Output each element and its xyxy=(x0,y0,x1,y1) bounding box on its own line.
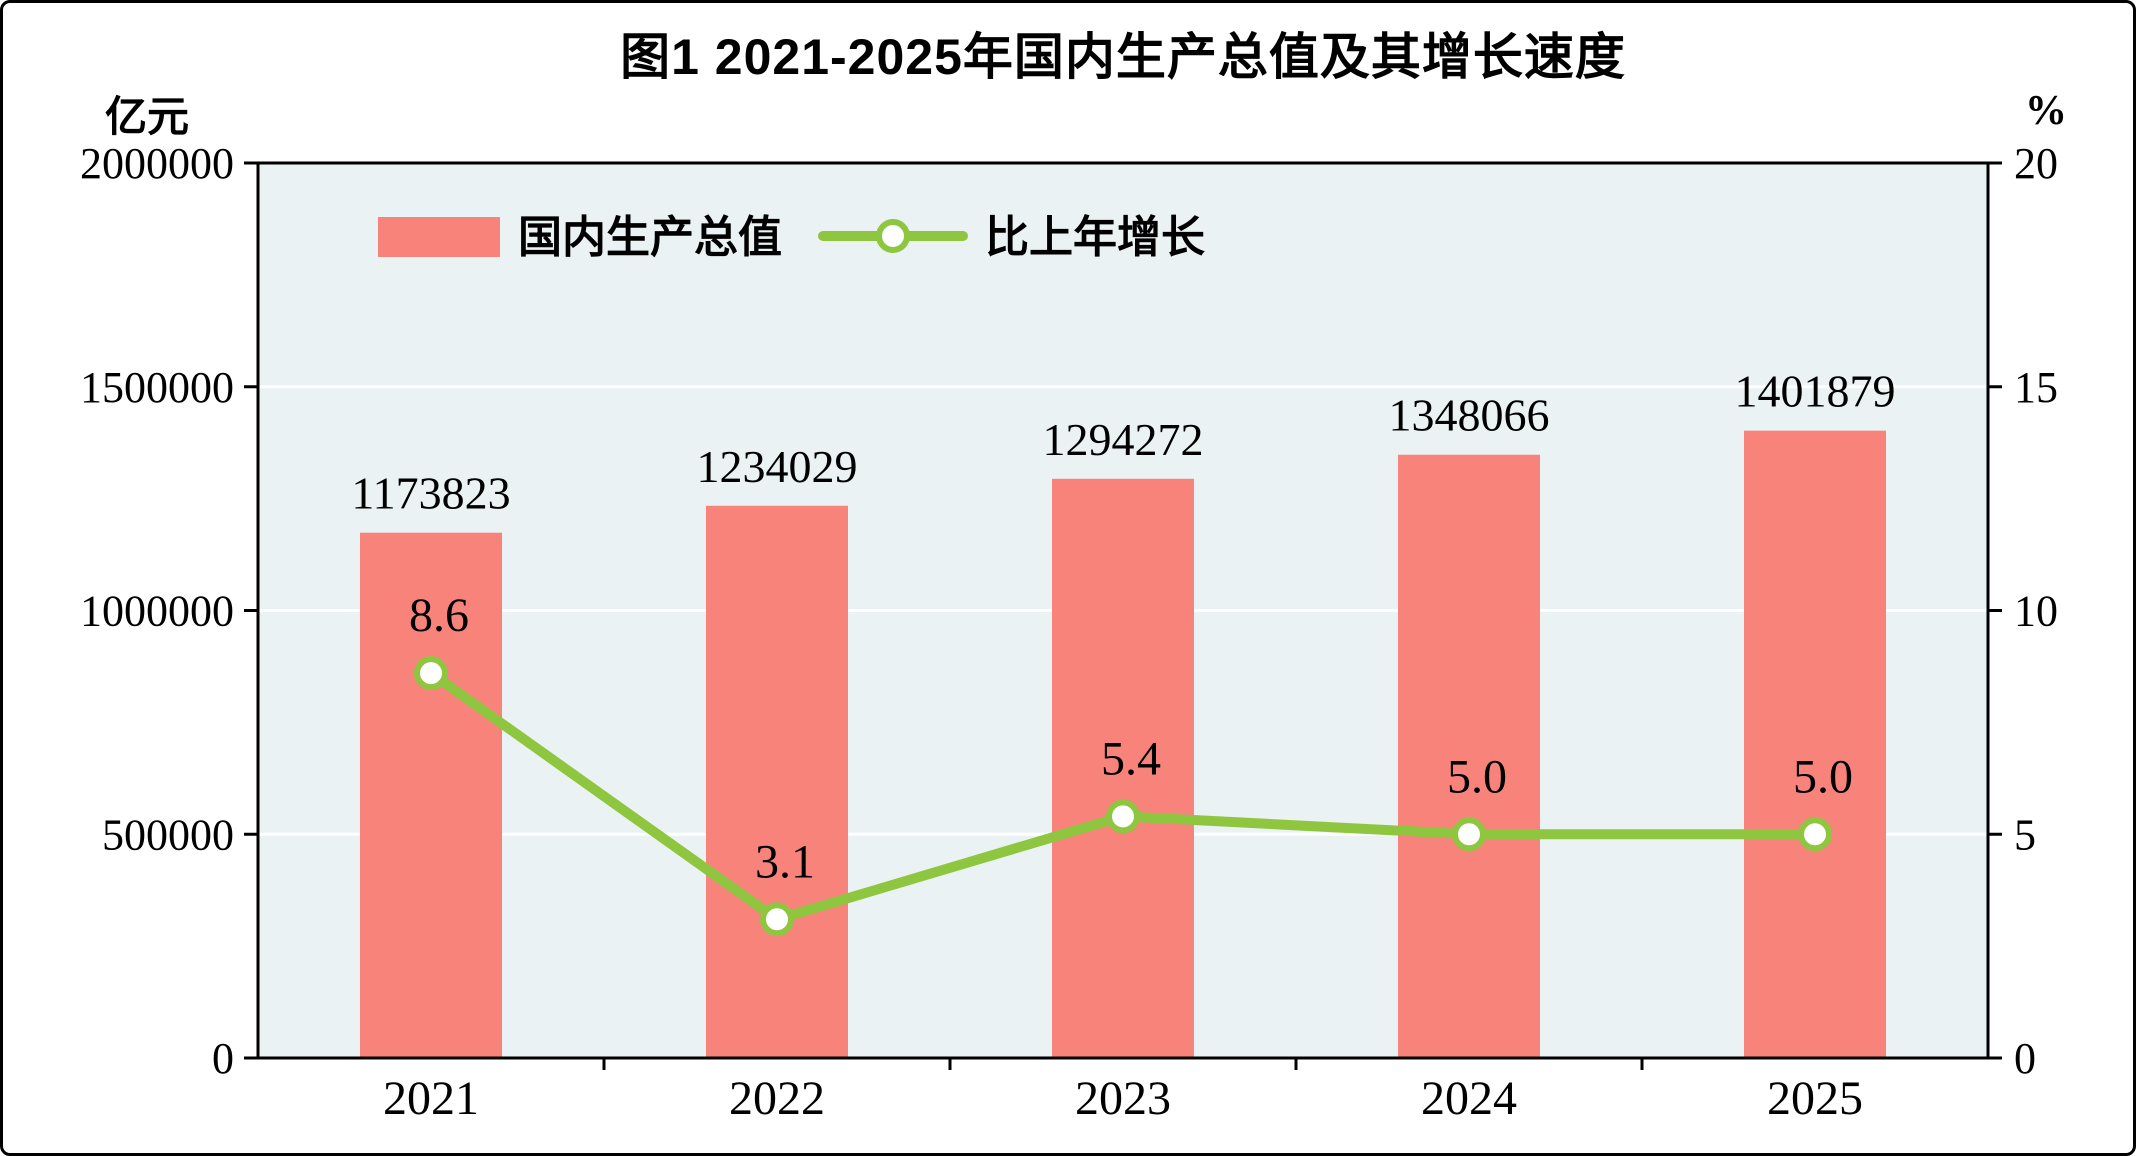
svg-text:10: 10 xyxy=(2014,587,2058,636)
growth-point-marker xyxy=(1452,817,1486,852)
svg-text:1173823: 1173823 xyxy=(351,468,510,519)
growth-point-marker xyxy=(1106,799,1140,834)
left-axis-ticks: 0 500000 1000000 1500000 2000000 xyxy=(80,139,258,1083)
svg-text:5.4: 5.4 xyxy=(1101,732,1161,785)
svg-text:1348066: 1348066 xyxy=(1389,390,1550,441)
legend-line-label: 比上年增长 xyxy=(985,213,1205,262)
legend: 国内生产总值 比上年增长 xyxy=(378,213,1205,262)
left-axis-unit: 亿元 xyxy=(105,93,190,140)
growth-point-marker xyxy=(760,902,794,937)
gdp-bar xyxy=(360,532,502,1058)
svg-text:15: 15 xyxy=(2014,363,2058,412)
growth-point-marker xyxy=(414,656,448,691)
gdp-bars xyxy=(360,430,1886,1058)
right-axis-ticks: 0 5 10 15 20 xyxy=(1988,139,2058,1083)
svg-text:5: 5 xyxy=(2014,810,2036,859)
svg-text:3.1: 3.1 xyxy=(755,835,815,888)
growth-labels: 8.6 3.1 5.4 5.0 5.0 xyxy=(409,589,1853,888)
legend-bar-label: 国内生产总值 xyxy=(518,213,782,262)
x-axis-label: 2024 xyxy=(1421,1072,1517,1125)
legend-line-marker xyxy=(876,219,910,253)
svg-text:2000000: 2000000 xyxy=(80,139,234,188)
x-axis: 2021 2022 2023 2024 2025 xyxy=(383,1058,1863,1125)
svg-text:1234029: 1234029 xyxy=(697,441,858,492)
svg-text:1500000: 1500000 xyxy=(80,363,234,412)
svg-text:1000000: 1000000 xyxy=(80,587,234,636)
svg-text:1401879: 1401879 xyxy=(1735,366,1896,417)
chart-canvas: 1173823 1234029 1294272 1348066 1401879 8.6 3.… xyxy=(80,139,2058,1125)
x-axis-label: 2022 xyxy=(729,1072,825,1125)
gdp-bar xyxy=(1744,430,1886,1058)
gdp-bar xyxy=(1398,454,1540,1058)
x-axis-label: 2023 xyxy=(1075,1072,1171,1125)
growth-markers xyxy=(414,656,1832,937)
svg-text:5.0: 5.0 xyxy=(1793,750,1853,803)
x-axis-label: 2025 xyxy=(1767,1072,1863,1125)
chart-title: 图1 2021-2025年国内生产总值及其增长速度 xyxy=(620,29,1626,85)
svg-text:1294272: 1294272 xyxy=(1043,414,1204,465)
gdp-bar xyxy=(706,505,848,1058)
svg-text:0: 0 xyxy=(212,1034,234,1083)
svg-text:5.0: 5.0 xyxy=(1447,750,1507,803)
svg-text:0: 0 xyxy=(2014,1034,2036,1083)
gdp-bar-labels: 1173823 1234029 1294272 1348066 1401879 xyxy=(351,366,1895,519)
legend-bar-swatch xyxy=(378,217,500,257)
svg-text:8.6: 8.6 xyxy=(409,589,469,642)
growth-point-marker xyxy=(1798,817,1832,852)
svg-text:20: 20 xyxy=(2014,139,2058,188)
svg-text:500000: 500000 xyxy=(102,810,234,859)
gdp-bar xyxy=(1052,478,1194,1058)
x-axis-label: 2021 xyxy=(383,1072,479,1125)
right-axis-unit: % xyxy=(2025,88,2067,134)
